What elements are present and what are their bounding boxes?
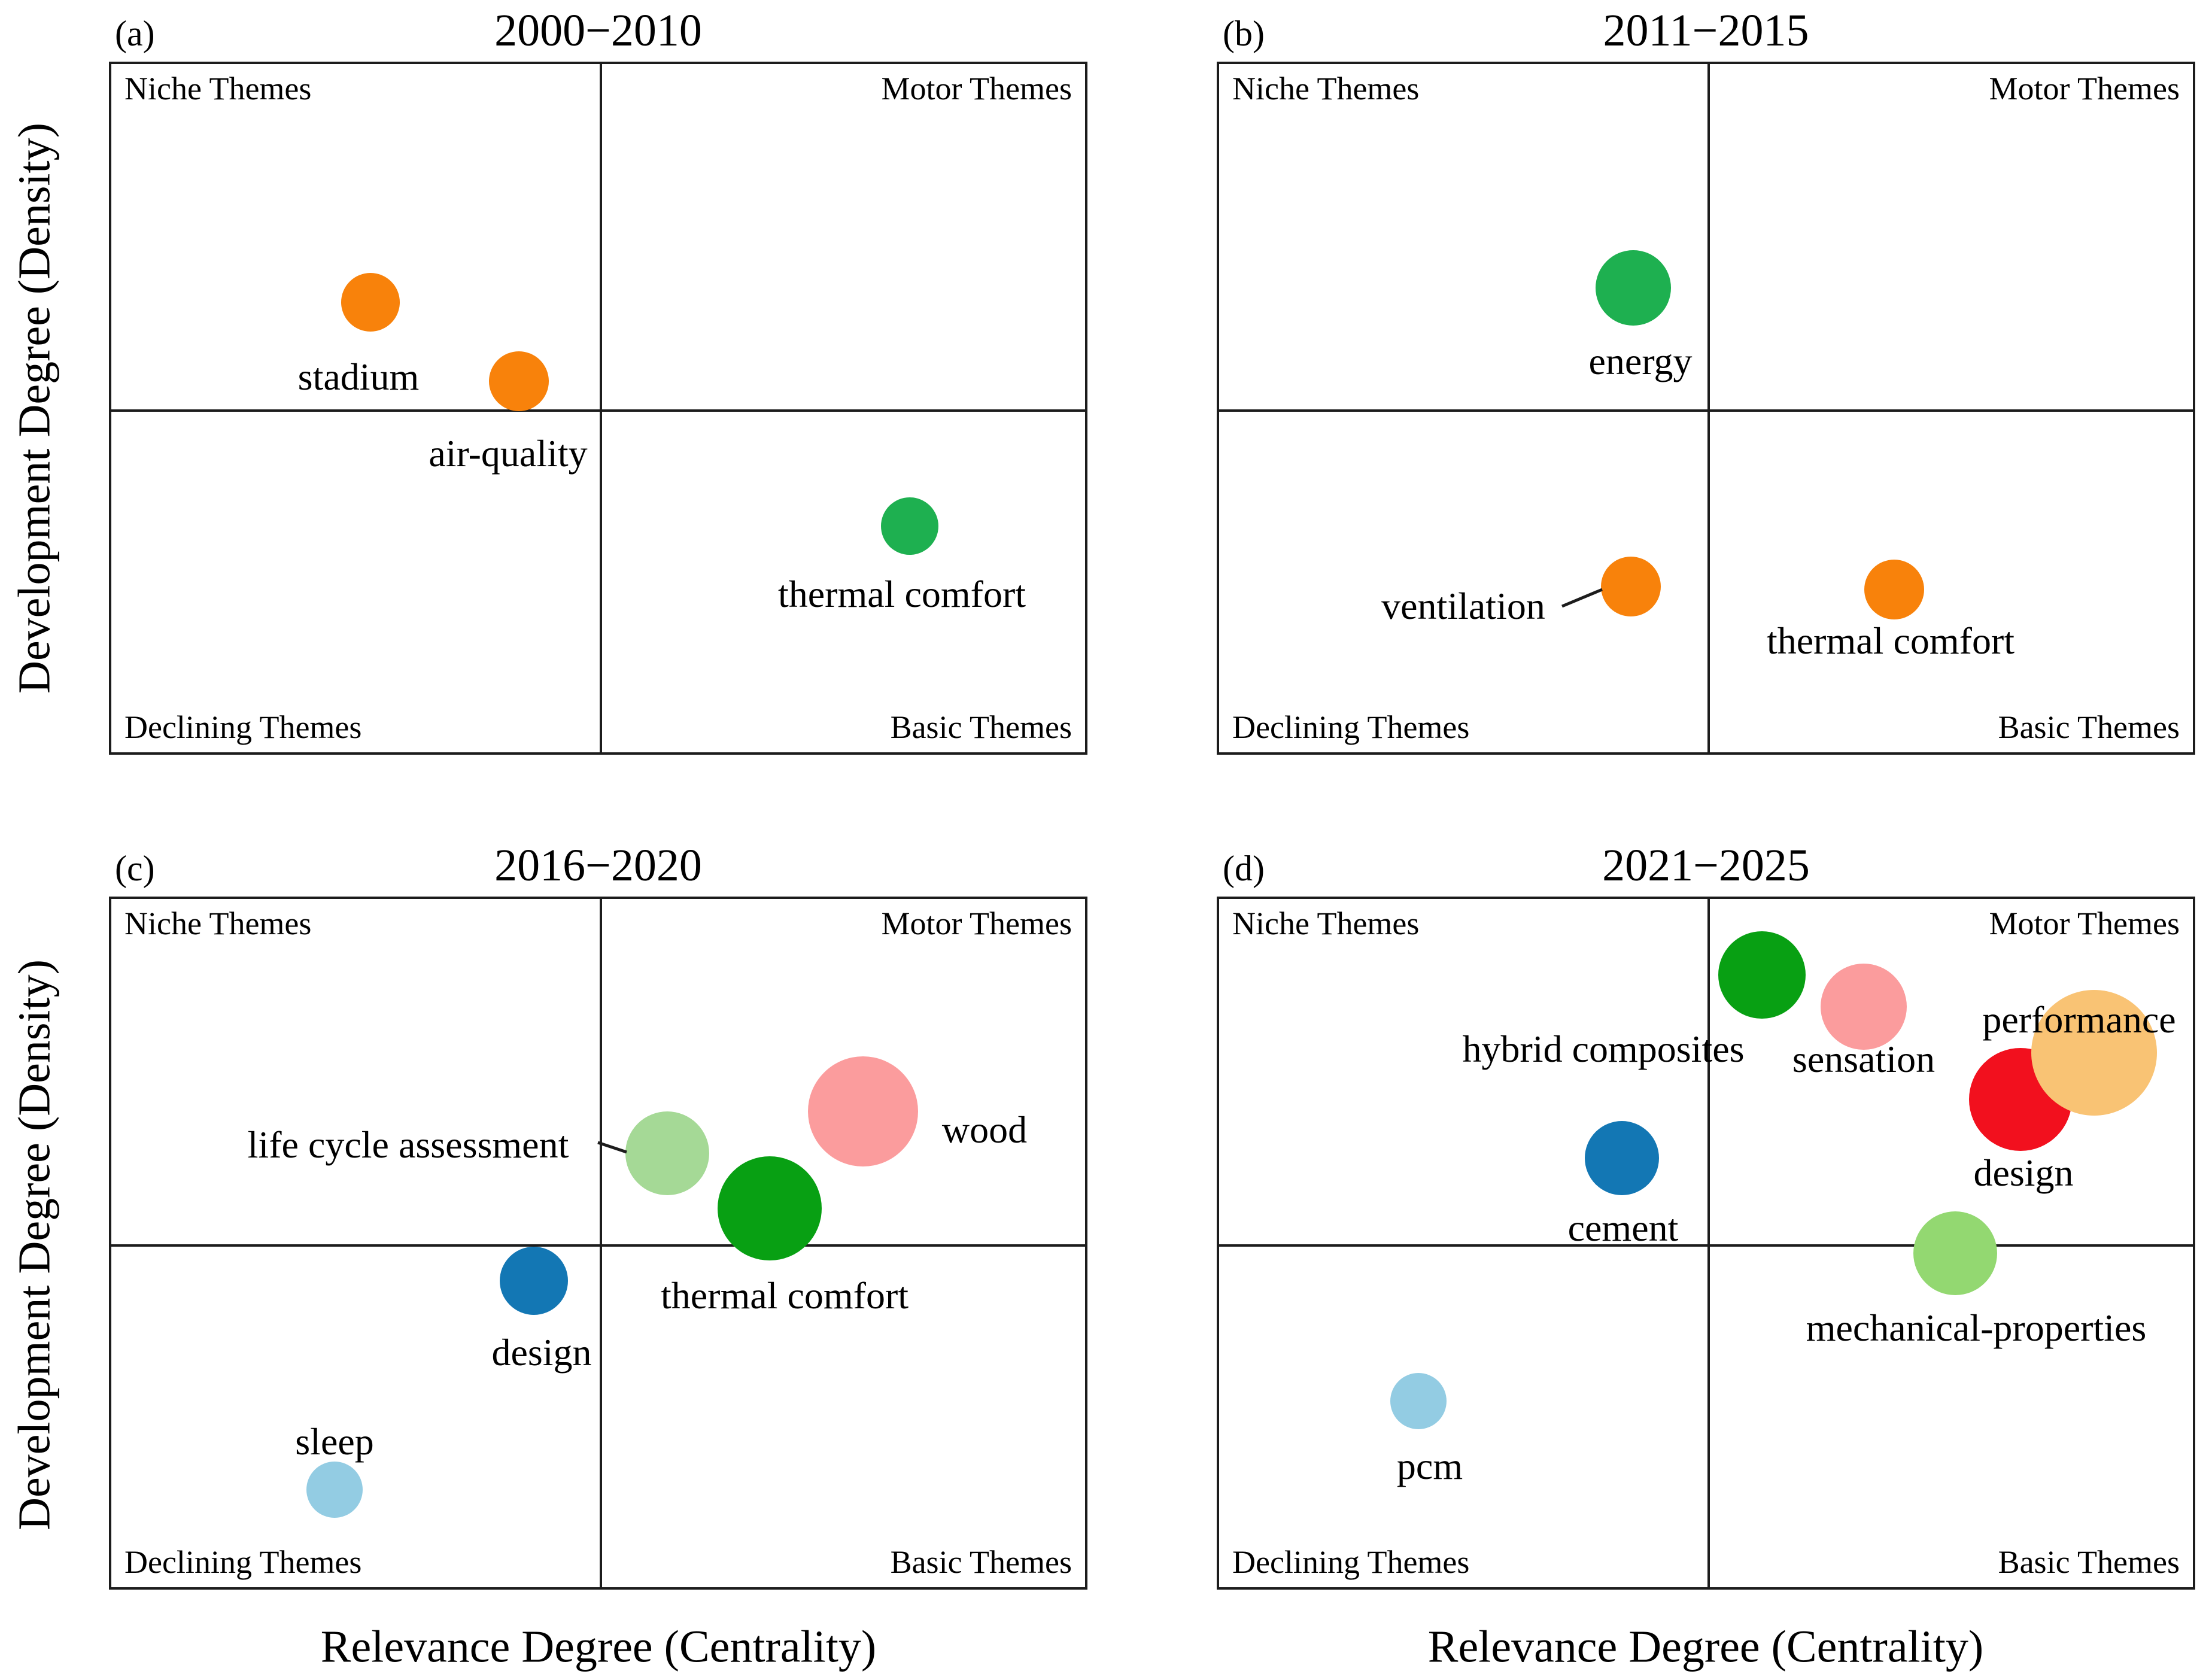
panel-box-a: Niche Themes Motor Themes Declining Themes… <box>109 62 1087 755</box>
bubble-label-performance: performance <box>1982 998 2176 1041</box>
quadrant-divider-horizontal <box>1219 409 2193 412</box>
bubble-label-air-quality: air-quality <box>429 432 588 475</box>
bubble-label-pcm: pcm <box>1396 1445 1463 1487</box>
bubble-air-quality <box>489 351 549 411</box>
bubble-label-thermal-comfort: thermal comfort <box>660 1274 909 1317</box>
bubble-label-wood: wood <box>941 1108 1028 1151</box>
panel-box-c: Niche Themes Motor Themes Declining Themes… <box>109 897 1087 1590</box>
quadrant-divider-vertical <box>600 64 602 752</box>
bubble-label-ventilation: ventilation <box>1381 585 1545 627</box>
y-axis-label-row2: Development Degree (Density) <box>9 959 60 1530</box>
bubble-design <box>500 1247 568 1315</box>
bubble-thermal-comfort <box>718 1156 822 1260</box>
quadrant-label-niche: Niche Themes <box>124 71 312 107</box>
quadrant-label-basic: Basic Themes <box>890 1544 1072 1580</box>
quadrant-label-motor: Motor Themes <box>881 906 1072 941</box>
quadrant-label-motor: Motor Themes <box>881 71 1072 107</box>
bubble-hybrid-composites <box>1718 931 1806 1019</box>
bubble-cement <box>1585 1121 1659 1195</box>
y-axis-label-row1: Development Degree (Density) <box>9 123 60 694</box>
bubble-stadium <box>341 273 400 332</box>
bubble-sensation <box>1821 964 1907 1050</box>
quadrant-label-declining: Declining Themes <box>124 1544 362 1580</box>
panel-box-b: Niche Themes Motor Themes Declining Themes… <box>1217 62 2195 755</box>
panel-title-d: 2021−2025 <box>1602 840 1810 891</box>
bubble-pcm <box>1390 1373 1447 1429</box>
panel-letter-d: (d) <box>1223 849 1265 888</box>
bubble-label-life-cycle-assessment: life cycle assessment <box>247 1123 569 1166</box>
bubble-label-thermal-comfort: thermal comfort <box>1766 619 2015 662</box>
panel-title-a: 2000−2010 <box>494 5 702 56</box>
quadrant-label-declining: Declining Themes <box>1232 1544 1470 1580</box>
bubble-label-design: design <box>1973 1152 2074 1194</box>
bubble-label-hybrid-composites: hybrid composites <box>1462 1028 1745 1070</box>
quadrant-label-basic: Basic Themes <box>1998 709 2180 745</box>
bubble-label-thermal-comfort: thermal comfort <box>777 573 1026 615</box>
bubble-life-cycle-assessment <box>625 1111 709 1195</box>
bubble-wood <box>808 1056 918 1166</box>
quadrant-label-motor: Motor Themes <box>1989 71 2180 107</box>
leader-line-ventilation <box>1561 588 1603 608</box>
quadrant-divider-horizontal <box>1219 1244 2193 1247</box>
bubble-energy <box>1596 250 1671 326</box>
bubble-label-design: design <box>491 1331 592 1374</box>
quadrant-label-niche: Niche Themes <box>1232 906 1420 941</box>
panel-letter-b: (b) <box>1223 14 1265 53</box>
x-axis-label-col1: Relevance Degree (Centrality) <box>320 1621 877 1672</box>
quadrant-divider-horizontal <box>111 409 1085 412</box>
bubble-sleep <box>306 1462 363 1518</box>
bubble-thermal-comfort <box>881 497 938 555</box>
quadrant-divider-vertical <box>600 899 602 1587</box>
bubble-label-mechanical-properties: mechanical-properties <box>1806 1307 2147 1349</box>
bubble-performance <box>2031 990 2157 1116</box>
quadrant-divider-vertical <box>1707 64 1710 752</box>
panel-letter-a: (a) <box>115 14 155 53</box>
bubble-label-cement: cement <box>1567 1207 1679 1249</box>
bubble-ventilation <box>1601 557 1661 616</box>
quadrant-label-declining: Declining Themes <box>124 709 362 745</box>
quadrant-label-basic: Basic Themes <box>1998 1544 2180 1580</box>
quadrant-label-declining: Declining Themes <box>1232 709 1470 745</box>
panel-letter-c: (c) <box>115 849 155 888</box>
panel-box-d: Niche Themes Motor Themes Declining Themes… <box>1217 897 2195 1590</box>
bubble-label-sensation: sensation <box>1792 1038 1936 1080</box>
quadrant-label-niche: Niche Themes <box>124 906 312 941</box>
quadrant-label-niche: Niche Themes <box>1232 71 1420 107</box>
quadrant-divider-horizontal <box>111 1244 1085 1247</box>
bubble-label-stadium: stadium <box>297 356 420 398</box>
panel-title-b: 2011−2015 <box>1603 5 1809 56</box>
quadrant-label-basic: Basic Themes <box>890 709 1072 745</box>
panel-title-c: 2016−2020 <box>494 840 702 891</box>
bubble-mechanical-properties <box>1913 1211 1997 1295</box>
leader-line-life-cycle-assessment <box>597 1141 627 1154</box>
x-axis-label-col2: Relevance Degree (Centrality) <box>1427 1621 1984 1672</box>
bubble-thermal-comfort <box>1864 560 1924 619</box>
quadrant-label-motor: Motor Themes <box>1989 906 2180 941</box>
bubble-label-energy: energy <box>1588 340 1693 382</box>
quadrant-divider-vertical <box>1707 899 1710 1587</box>
bubble-label-sleep: sleep <box>295 1420 374 1463</box>
